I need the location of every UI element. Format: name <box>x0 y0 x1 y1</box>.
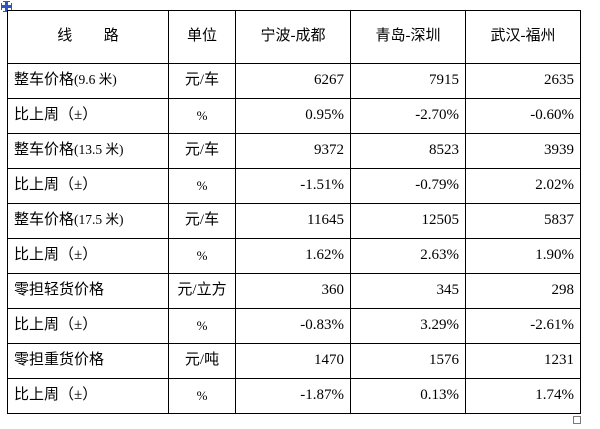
route-cell: 比上周（±） <box>7 238 169 274</box>
table-move-handle-icon[interactable] <box>1 1 12 12</box>
value-cell-ningbo-chengdu: 11645 <box>235 203 351 239</box>
table-body: 整车价格(9.6 米) 元/车 6267 7915 2635 比上周（±）% 0.95% -2… <box>7 63 581 414</box>
route-cell: 比上周（±） <box>7 378 169 414</box>
column-header-ningbo-chengdu: 宁波-成都 <box>235 10 351 64</box>
value-cell-ningbo-chengdu: 1.62% <box>235 238 351 274</box>
route-label-main: 整车价格 <box>14 212 75 229</box>
value-cell-qingdao-shenzhen: -2.70% <box>350 98 466 134</box>
route-label-main: 比上周（±） <box>14 107 98 124</box>
route-label-size: (13.5 米) <box>74 142 124 158</box>
table-row: 比上周（±）% 1.62% 2.63% 1.90% <box>7 238 581 274</box>
move-arrow-south <box>3 11 10 12</box>
value-cell-wuhan-fuzhou: 2.02% <box>465 168 581 204</box>
value-cell-wuhan-fuzhou: 2635 <box>465 63 581 99</box>
value-cell-wuhan-fuzhou: -0.60% <box>465 98 581 134</box>
value-cell-qingdao-shenzhen: -0.79% <box>350 168 466 204</box>
value-cell-ningbo-chengdu: 0.95% <box>235 98 351 134</box>
unit-cell: 元/车 <box>168 203 236 239</box>
route-cell: 比上周（±） <box>7 308 169 344</box>
value-cell-qingdao-shenzhen: 3.29% <box>350 308 466 344</box>
value-cell-qingdao-shenzhen: 12505 <box>350 203 466 239</box>
route-label-main: 零担重货价格 <box>14 352 105 369</box>
move-cross-horizontal <box>1 5 12 8</box>
move-arrow-east <box>11 3 12 10</box>
route-cell: 整车价格(17.5 米) <box>7 203 169 239</box>
table-row: 零担轻货价格 元/立方 360 345 298 <box>7 273 581 309</box>
table-row: 比上周（±）% -1.87% 0.13% 1.74% <box>7 378 581 414</box>
value-cell-qingdao-shenzhen: 0.13% <box>350 378 466 414</box>
table-row: 比上周（±）% -1.51% -0.79% 2.02% <box>7 168 581 204</box>
value-cell-qingdao-shenzhen: 1576 <box>350 343 466 379</box>
move-arrow-north <box>3 1 10 2</box>
table-row: 零担重货价格 元/吨 1470 1576 1231 <box>7 343 581 379</box>
value-cell-ningbo-chengdu: 9372 <box>235 133 351 169</box>
unit-cell: 元/立方 <box>168 273 236 309</box>
route-cell: 比上周（±） <box>7 98 169 134</box>
value-cell-ningbo-chengdu: 6267 <box>235 63 351 99</box>
table-resize-handle-icon[interactable] <box>573 416 581 424</box>
route-label-main: 比上周（±） <box>14 247 98 264</box>
value-cell-qingdao-shenzhen: 2.63% <box>350 238 466 274</box>
column-header-route: 线 路 <box>7 10 169 64</box>
unit-cell: % <box>168 238 236 274</box>
value-cell-ningbo-chengdu: 360 <box>235 273 351 309</box>
value-cell-ningbo-chengdu: -0.83% <box>235 308 351 344</box>
value-cell-ningbo-chengdu: -1.51% <box>235 168 351 204</box>
route-cell: 整车价格(9.6 米) <box>7 63 169 99</box>
column-header-unit: 单位 <box>168 10 236 64</box>
route-label-main: 比上周（±） <box>14 177 98 194</box>
table-row: 整车价格(13.5 米) 元/车 9372 8523 3939 <box>7 133 581 169</box>
column-header-qingdao-shenzhen: 青岛-深圳 <box>350 10 466 64</box>
route-label-main: 整车价格 <box>14 142 75 159</box>
unit-cell: % <box>168 308 236 344</box>
move-arrow-west <box>1 3 2 10</box>
value-cell-wuhan-fuzhou: 3939 <box>465 133 581 169</box>
column-header-route-label: 线 路 <box>57 28 127 45</box>
unit-cell: % <box>168 98 236 134</box>
freight-price-table: 线 路 单位 宁波-成都 青岛-深圳 武汉-福州 整车价格(9.6 米) 元/车 6… <box>7 10 581 414</box>
value-cell-qingdao-shenzhen: 8523 <box>350 133 466 169</box>
value-cell-qingdao-shenzhen: 7915 <box>350 63 466 99</box>
route-label-size: (9.6 米) <box>74 72 117 88</box>
route-label-main: 比上周（±） <box>14 317 98 334</box>
value-cell-qingdao-shenzhen: 345 <box>350 273 466 309</box>
value-cell-wuhan-fuzhou: -2.61% <box>465 308 581 344</box>
route-cell: 比上周（±） <box>7 168 169 204</box>
route-label-main: 整车价格 <box>14 72 75 89</box>
value-cell-wuhan-fuzhou: 1.74% <box>465 378 581 414</box>
column-header-wuhan-fuzhou: 武汉-福州 <box>465 10 581 64</box>
value-cell-wuhan-fuzhou: 1.90% <box>465 238 581 274</box>
route-cell: 零担轻货价格 <box>7 273 169 309</box>
value-cell-wuhan-fuzhou: 5837 <box>465 203 581 239</box>
value-cell-ningbo-chengdu: -1.87% <box>235 378 351 414</box>
table-row: 比上周（±）% 0.95% -2.70% -0.60% <box>7 98 581 134</box>
unit-cell: 元/车 <box>168 63 236 99</box>
unit-cell: % <box>168 168 236 204</box>
table-header-row: 线 路 单位 宁波-成都 青岛-深圳 武汉-福州 <box>7 10 581 64</box>
route-cell: 整车价格(13.5 米) <box>7 133 169 169</box>
value-cell-wuhan-fuzhou: 298 <box>465 273 581 309</box>
route-cell: 零担重货价格 <box>7 343 169 379</box>
route-label-main: 比上周（±） <box>14 387 98 404</box>
unit-cell: % <box>168 378 236 414</box>
table-row: 比上周（±）% -0.83% 3.29% -2.61% <box>7 308 581 344</box>
table-row: 整车价格(17.5 米) 元/车 11645 12505 5837 <box>7 203 581 239</box>
route-label-main: 零担轻货价格 <box>14 282 105 299</box>
route-label-size: (17.5 米) <box>74 212 124 228</box>
table-row: 整车价格(9.6 米) 元/车 6267 7915 2635 <box>7 63 581 99</box>
value-cell-wuhan-fuzhou: 1231 <box>465 343 581 379</box>
unit-cell: 元/吨 <box>168 343 236 379</box>
value-cell-ningbo-chengdu: 1470 <box>235 343 351 379</box>
unit-cell: 元/车 <box>168 133 236 169</box>
